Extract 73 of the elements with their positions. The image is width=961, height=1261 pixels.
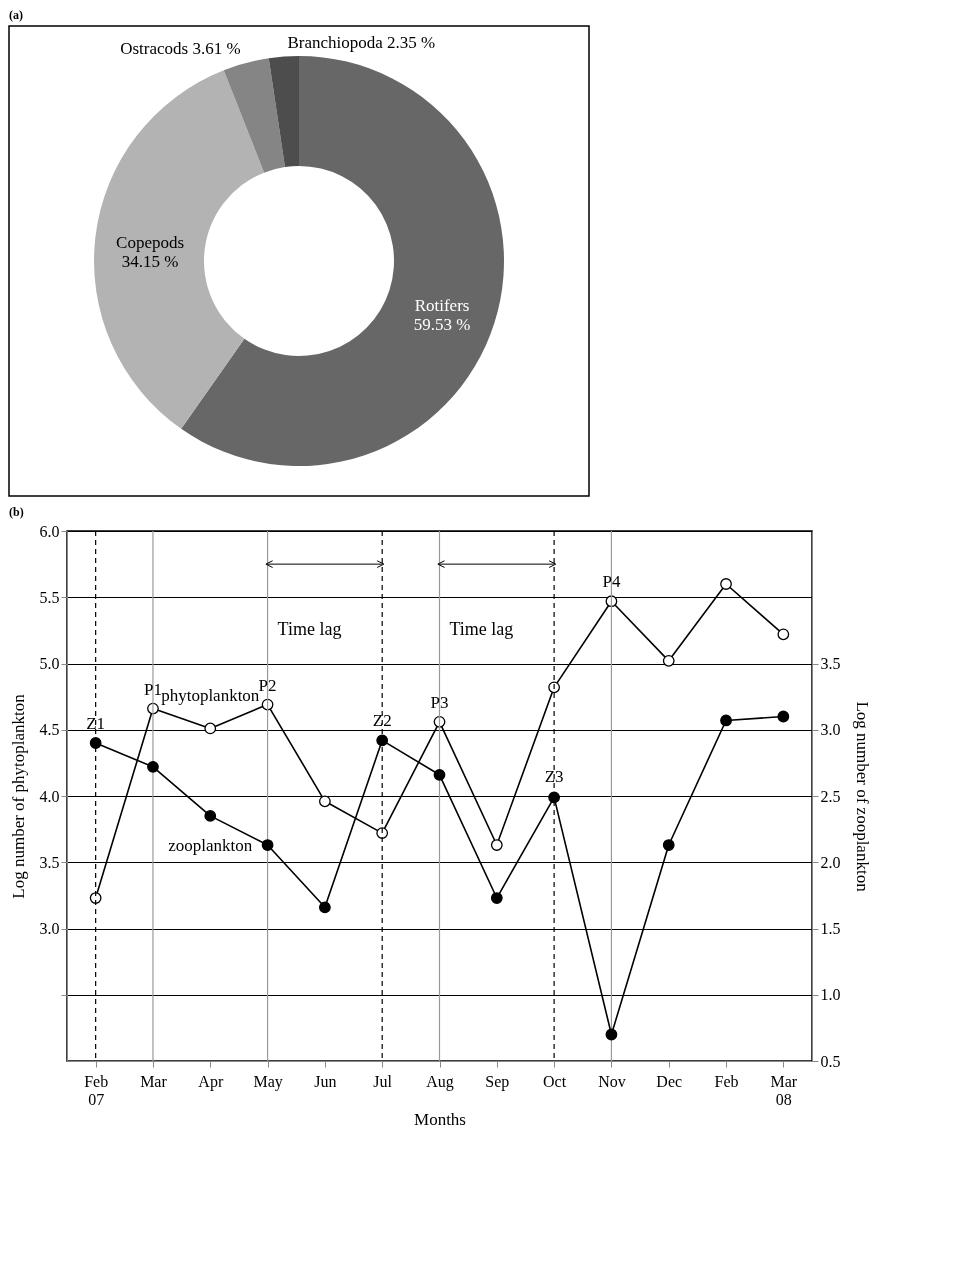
annotation: Time lag xyxy=(277,619,342,640)
y2-tick-label: 2.5 xyxy=(820,787,841,805)
x-tick-label: Apr xyxy=(198,1072,224,1091)
y-tick-label: 6.0 xyxy=(39,522,60,540)
point xyxy=(662,839,675,851)
chart-title: (b) xyxy=(9,505,24,519)
annotation: Time lag xyxy=(449,619,514,640)
x-tick-label: May xyxy=(253,1072,283,1091)
point xyxy=(490,839,503,851)
point xyxy=(261,839,274,851)
donut-slice xyxy=(94,70,265,429)
data-label: 34.15 % xyxy=(121,252,179,272)
y2-tick-label: 3.0 xyxy=(820,721,841,739)
x-tick-label: Dec xyxy=(656,1072,683,1090)
point xyxy=(318,901,331,914)
y2-tick-label: 1.0 xyxy=(820,986,841,1004)
x-tick-label: Aug xyxy=(426,1072,454,1091)
annotation: Z1 xyxy=(86,714,106,733)
annotation: Z3 xyxy=(544,767,564,786)
slice-label: Copepods xyxy=(116,233,185,253)
x-tick-label: Sep xyxy=(485,1072,510,1091)
x-tick-label: Jun xyxy=(314,1072,337,1090)
slice-label: Rotifers xyxy=(414,296,470,316)
x-tick-label: Feb 07 xyxy=(84,1072,109,1108)
y2-tick-label: 0.5 xyxy=(820,1052,841,1070)
x-tick-label: Oct xyxy=(543,1072,567,1090)
point xyxy=(147,760,159,773)
annotation: P1 xyxy=(143,679,162,699)
annotation: Z2 xyxy=(372,711,392,731)
point xyxy=(89,737,102,749)
point xyxy=(204,809,217,822)
x-tick-label: Mar xyxy=(140,1072,168,1090)
y-tick-label: 3.5 xyxy=(39,853,60,871)
annotation: P3 xyxy=(430,692,449,712)
slice-label: Ostracods 3.61 % xyxy=(120,39,241,59)
y-tick-label: 4.0 xyxy=(39,787,60,805)
point xyxy=(490,892,503,904)
point xyxy=(89,892,102,904)
donut-slice xyxy=(268,56,299,168)
point xyxy=(376,827,389,839)
y-axis-title: Log number of phytoplankton xyxy=(8,693,28,899)
x-tick-label: Mar 08 xyxy=(770,1072,798,1108)
point xyxy=(662,654,675,667)
annotation: P4 xyxy=(602,572,621,592)
point xyxy=(376,734,389,747)
slice-label: Branchiopoda 2.35 % xyxy=(287,32,436,52)
data-label: 59.53 % xyxy=(413,315,471,335)
y2-tick-label: 1.5 xyxy=(820,920,841,937)
y-tick-label: 4.5 xyxy=(39,721,60,739)
point xyxy=(777,628,790,641)
x-tick-label: Feb xyxy=(714,1072,739,1090)
y-tick-label: 5.0 xyxy=(39,655,60,672)
donut-slice xyxy=(223,58,285,173)
point xyxy=(720,578,732,590)
x-tick-label: Jul xyxy=(373,1072,393,1090)
y-tick-label: 5.5 xyxy=(39,588,60,606)
annotation: P2 xyxy=(258,675,277,695)
x-tick-label: Nov xyxy=(598,1072,626,1090)
point xyxy=(204,722,217,735)
y2-axis-title: Log number of zooplankton xyxy=(852,701,872,893)
point xyxy=(433,768,446,781)
chart-title: (a) xyxy=(9,8,23,22)
point xyxy=(720,714,732,727)
series-label: zooplankton xyxy=(168,835,253,855)
series-label: phytoplankton xyxy=(161,686,260,706)
y-tick-label: 3.0 xyxy=(39,920,60,937)
x-axis-title: Months xyxy=(414,1109,466,1129)
point xyxy=(777,710,790,723)
point xyxy=(548,791,561,804)
y2-tick-label: 3.5 xyxy=(820,655,841,672)
y2-tick-label: 2.0 xyxy=(820,853,841,871)
point xyxy=(318,795,331,808)
point xyxy=(605,1028,618,1041)
